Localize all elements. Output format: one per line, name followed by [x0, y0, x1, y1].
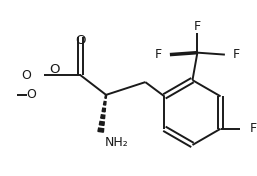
- Polygon shape: [99, 121, 104, 125]
- Text: O: O: [26, 88, 36, 101]
- Text: O: O: [75, 34, 86, 47]
- Polygon shape: [102, 108, 105, 112]
- Text: F: F: [194, 20, 201, 33]
- Polygon shape: [105, 95, 107, 98]
- Text: O: O: [49, 63, 59, 76]
- Text: F: F: [233, 48, 240, 61]
- Polygon shape: [98, 128, 104, 132]
- Text: O: O: [22, 69, 31, 82]
- Text: NH₂: NH₂: [105, 137, 129, 149]
- Text: F: F: [155, 48, 162, 61]
- Polygon shape: [104, 101, 106, 105]
- Text: F: F: [250, 122, 257, 135]
- Polygon shape: [101, 115, 105, 119]
